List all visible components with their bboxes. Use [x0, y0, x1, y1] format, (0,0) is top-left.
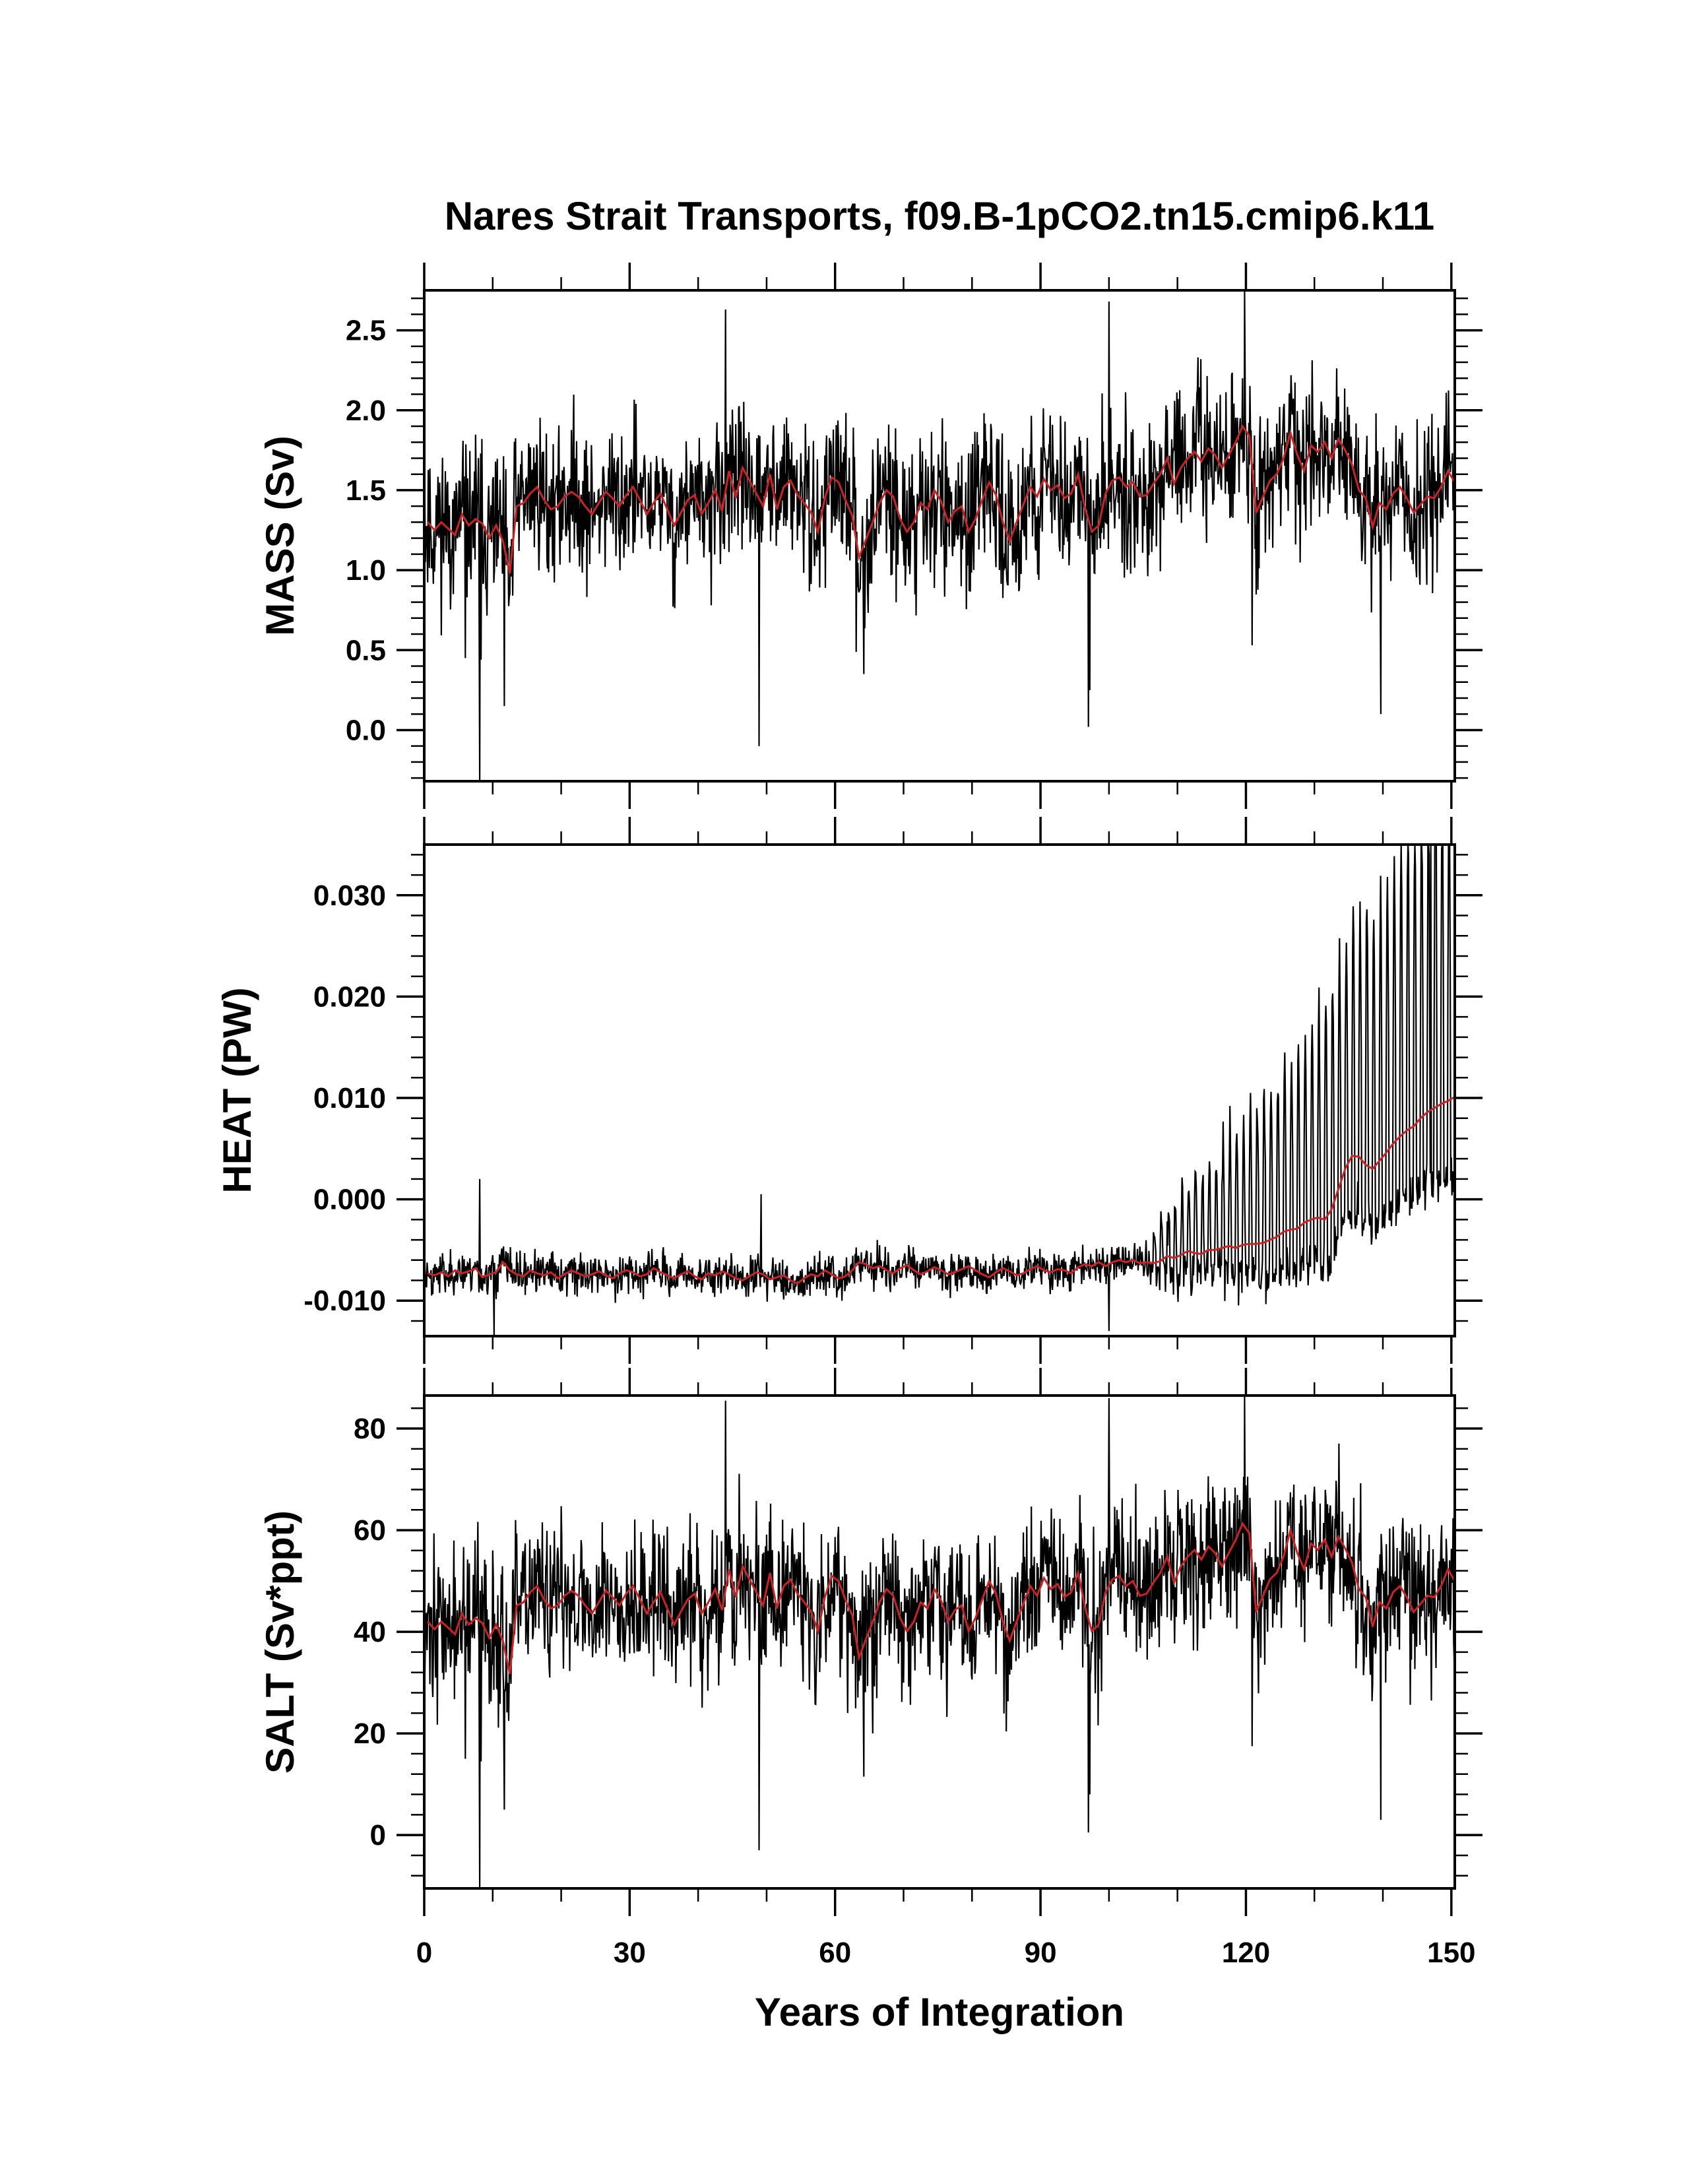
y-tick-label: 1.5 — [346, 474, 386, 507]
y-tick-label: 0.5 — [346, 634, 386, 666]
heat-plot-frame — [423, 843, 1456, 1337]
y-tick-label: 0.020 — [313, 980, 386, 1013]
x-tick-label: 30 — [614, 1937, 646, 1969]
x-tick-label: 150 — [1427, 1937, 1475, 1969]
x-tick-label: 60 — [819, 1937, 851, 1969]
y-tick-label: -0.010 — [303, 1285, 386, 1317]
mass-panel: 0.0 0.5 1.0 1.5 2.0 2.5 MASS (Sv) — [258, 263, 1482, 809]
mass-y-axis-label: MASS (Sv) — [258, 435, 302, 635]
heat-annual-mean-series — [427, 1095, 1455, 1285]
salt-panel: 0 20 40 60 80 0 30 60 90 120 150 SALT (Sv*ppt) — [258, 1368, 1482, 1969]
mass-annual-mean-series — [427, 424, 1455, 574]
mass-monthly-series — [424, 290, 1455, 781]
x-tick-label: 0 — [416, 1937, 432, 1969]
heat-panel: -0.010 0.000 0.010 0.020 0.030 HEAT (PW) — [215, 817, 1482, 1364]
figure-title: Nares Strait Transports, f09.B-1pCO2.tn1… — [445, 194, 1435, 238]
x-tick-label: 120 — [1222, 1937, 1270, 1969]
x-axis-label: Years of Integration — [755, 1990, 1124, 2034]
heat-monthly-series — [424, 845, 1455, 1336]
y-tick-label: 0.030 — [313, 880, 386, 912]
y-tick-label: 60 — [354, 1514, 386, 1547]
y-tick-label: 80 — [354, 1413, 386, 1445]
y-tick-label: 2.5 — [346, 315, 386, 347]
salt-y-axis-label: SALT (Sv*ppt) — [258, 1510, 302, 1774]
salt-plot-frame — [423, 1394, 1456, 1890]
y-tick-label: 1.0 — [346, 554, 386, 587]
y-tick-label: 40 — [354, 1616, 386, 1648]
mass-plot-frame — [423, 289, 1456, 783]
heat-y-axis-label: HEAT (PW) — [215, 987, 259, 1193]
salt-annual-mean-series — [427, 1522, 1455, 1675]
y-tick-label: 0.010 — [313, 1082, 386, 1114]
salt-monthly-series — [424, 1396, 1455, 1888]
y-tick-label: 0 — [370, 1819, 386, 1851]
x-tick-label: 90 — [1025, 1937, 1057, 1969]
y-tick-label: 0.000 — [313, 1184, 386, 1216]
y-tick-label: 2.0 — [346, 395, 386, 427]
y-tick-label: 0.0 — [346, 714, 386, 746]
y-tick-label: 20 — [354, 1718, 386, 1750]
